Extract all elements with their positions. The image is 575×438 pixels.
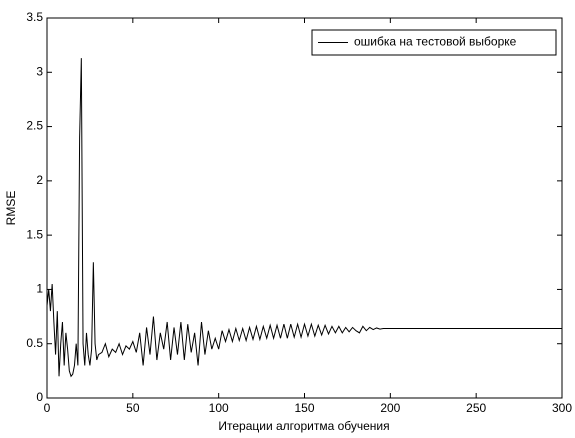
x-tick-label: 200 [380, 401, 400, 415]
plot-frame [46, 17, 563, 399]
x-tick-label: 100 [209, 401, 229, 415]
y-tick-label: 0 [36, 390, 43, 404]
data-line [46, 58, 562, 378]
x-tick-label: 250 [466, 401, 486, 415]
y-axis-label: RMSE [4, 191, 18, 226]
y-tick-label: 3.5 [26, 10, 43, 24]
y-tick-label: 1.5 [26, 227, 43, 241]
y-tick-label: 3 [36, 64, 43, 78]
x-tick-label: 50 [126, 401, 140, 415]
y-tick-label: 2.5 [26, 119, 43, 133]
y-tick-label: 0.5 [26, 336, 43, 350]
x-axis-label: Итерации алгоритма обучения [218, 419, 389, 433]
y-tick-label: 1 [36, 282, 43, 296]
x-tick-label: 0 [44, 401, 51, 415]
x-tick-label: 150 [294, 401, 314, 415]
legend-label: ошибка на тестовой выборке [354, 35, 517, 49]
x-tick-label: 300 [552, 401, 572, 415]
legend-box [311, 29, 557, 56]
y-tick-label: 2 [36, 173, 43, 187]
